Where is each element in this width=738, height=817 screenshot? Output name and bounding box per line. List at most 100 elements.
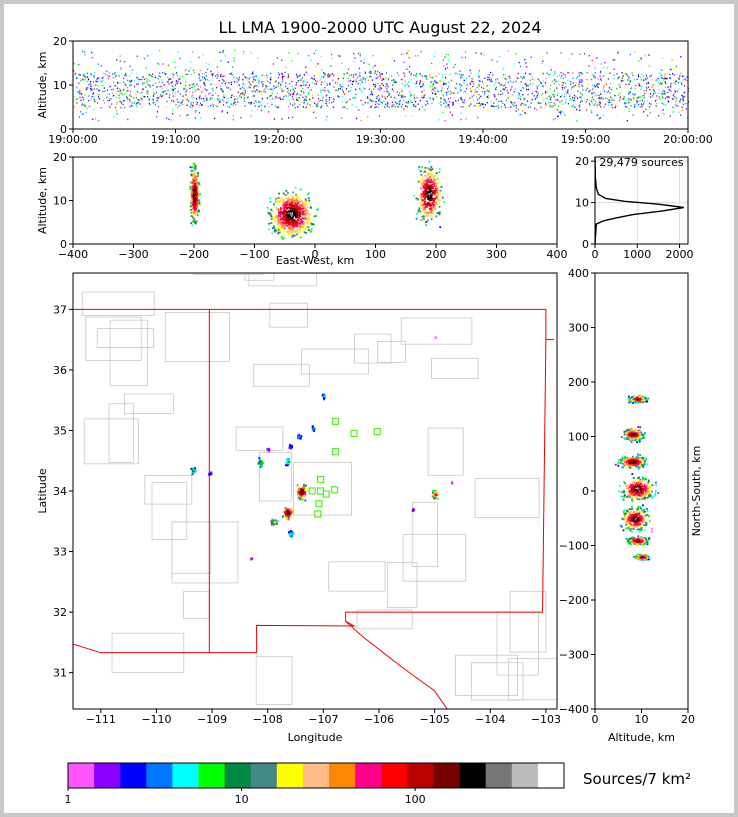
source-point bbox=[427, 173, 430, 175]
source-point bbox=[363, 78, 365, 80]
source-point bbox=[193, 467, 196, 470]
source-point bbox=[424, 221, 427, 224]
source-point bbox=[597, 83, 599, 85]
source-point bbox=[438, 171, 441, 174]
source-point bbox=[356, 93, 358, 96]
source-point bbox=[457, 99, 459, 101]
source-point bbox=[277, 106, 279, 108]
source-point bbox=[280, 88, 283, 90]
source-point bbox=[286, 224, 289, 227]
source-point bbox=[643, 90, 645, 92]
source-point bbox=[273, 519, 276, 522]
source-point bbox=[684, 95, 686, 98]
source-point bbox=[628, 436, 631, 439]
source-point bbox=[549, 105, 551, 107]
source-point bbox=[427, 214, 429, 217]
source-point bbox=[313, 78, 315, 80]
source-point bbox=[466, 105, 468, 107]
source-point bbox=[645, 89, 647, 92]
source-point bbox=[529, 79, 531, 81]
source-point bbox=[641, 105, 643, 108]
source-point bbox=[165, 117, 168, 119]
source-point bbox=[431, 102, 433, 105]
source-point bbox=[290, 202, 293, 205]
source-point bbox=[192, 193, 195, 196]
source-point bbox=[565, 101, 567, 104]
source-point bbox=[659, 73, 662, 76]
source-point bbox=[416, 73, 418, 75]
source-point bbox=[620, 95, 622, 97]
source-point bbox=[654, 92, 656, 94]
source-point bbox=[125, 84, 127, 87]
source-point bbox=[78, 116, 81, 118]
source-point bbox=[252, 76, 254, 78]
source-point bbox=[623, 97, 625, 100]
source-point bbox=[433, 203, 436, 206]
source-point bbox=[632, 395, 635, 397]
source-point bbox=[305, 84, 307, 86]
source-point bbox=[401, 88, 403, 91]
source-point bbox=[252, 80, 254, 82]
source-point bbox=[302, 81, 304, 83]
source-point bbox=[310, 76, 312, 78]
source-point bbox=[507, 97, 509, 99]
source-point bbox=[572, 86, 574, 89]
source-point bbox=[663, 91, 665, 94]
source-point bbox=[302, 96, 304, 98]
source-point bbox=[332, 106, 334, 108]
source-point bbox=[298, 75, 300, 78]
source-point bbox=[306, 490, 309, 493]
source-point bbox=[634, 51, 636, 53]
source-point bbox=[636, 398, 639, 401]
source-point bbox=[296, 195, 298, 198]
source-point bbox=[441, 87, 443, 89]
source-point bbox=[612, 59, 614, 61]
source-point bbox=[682, 98, 684, 100]
source-point bbox=[198, 77, 200, 80]
source-point bbox=[640, 76, 642, 78]
source-point bbox=[374, 100, 376, 103]
county-outline bbox=[193, 273, 264, 275]
source-point bbox=[76, 91, 79, 93]
source-point bbox=[342, 77, 345, 80]
source-point bbox=[323, 72, 325, 74]
source-point bbox=[372, 66, 374, 68]
source-point bbox=[193, 184, 196, 187]
source-point bbox=[142, 88, 145, 90]
source-point bbox=[499, 55, 501, 58]
source-point bbox=[188, 70, 190, 72]
source-point bbox=[136, 102, 138, 105]
source-point bbox=[205, 95, 207, 97]
source-point bbox=[370, 71, 372, 73]
source-point bbox=[281, 238, 284, 240]
source-point bbox=[626, 73, 628, 76]
source-point bbox=[252, 73, 254, 75]
source-point bbox=[221, 111, 223, 113]
source-point bbox=[285, 205, 288, 208]
source-point bbox=[437, 189, 440, 192]
source-point bbox=[364, 79, 366, 81]
source-point bbox=[460, 77, 462, 79]
source-point bbox=[349, 98, 351, 101]
source-point bbox=[277, 209, 280, 212]
source-point bbox=[421, 80, 423, 83]
source-point bbox=[682, 103, 684, 105]
source-point bbox=[312, 111, 315, 113]
source-point bbox=[269, 88, 271, 91]
source-point bbox=[517, 92, 519, 94]
source-point bbox=[367, 97, 369, 99]
source-point bbox=[332, 79, 334, 82]
source-point bbox=[553, 73, 555, 76]
county-outline bbox=[328, 561, 386, 592]
source-point bbox=[73, 62, 75, 65]
source-point bbox=[273, 217, 276, 220]
source-point bbox=[76, 98, 78, 100]
source-point bbox=[228, 82, 230, 84]
source-point bbox=[435, 197, 437, 200]
source-point bbox=[97, 63, 99, 65]
source-point bbox=[401, 78, 403, 81]
source-point bbox=[101, 81, 103, 83]
source-point bbox=[656, 95, 658, 97]
source-point bbox=[569, 80, 571, 83]
source-point bbox=[209, 92, 212, 94]
